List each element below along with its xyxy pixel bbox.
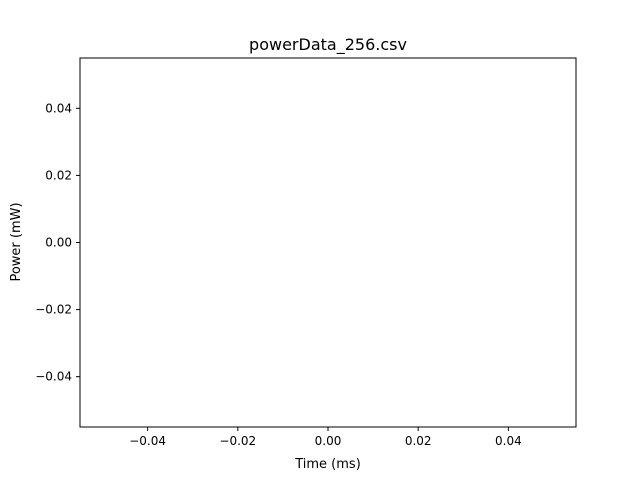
y-tick-label: 0.04	[45, 101, 72, 115]
y-tick-label: 0.02	[45, 168, 72, 182]
x-tick-label: −0.04	[129, 434, 166, 448]
x-tick-label: 0.04	[495, 434, 522, 448]
y-tick-label: 0.00	[45, 236, 72, 250]
y-tick-label: −0.02	[35, 303, 72, 317]
x-tick-label: 0.00	[315, 434, 342, 448]
x-tick-label: 0.02	[405, 434, 432, 448]
x-axis-ticks: −0.04 −0.02 0.00 0.02 0.04	[129, 427, 522, 448]
plot-area	[79, 57, 577, 428]
chart-title: powerData_256.csv	[249, 35, 407, 55]
x-axis-label: Time (ms)	[294, 457, 361, 472]
y-tick-label: −0.04	[35, 370, 72, 384]
y-axis-ticks: −0.04 −0.02 0.00 0.02 0.04	[35, 101, 80, 384]
x-tick-label: −0.02	[219, 434, 256, 448]
y-axis-label: Power (mW)	[9, 202, 24, 281]
